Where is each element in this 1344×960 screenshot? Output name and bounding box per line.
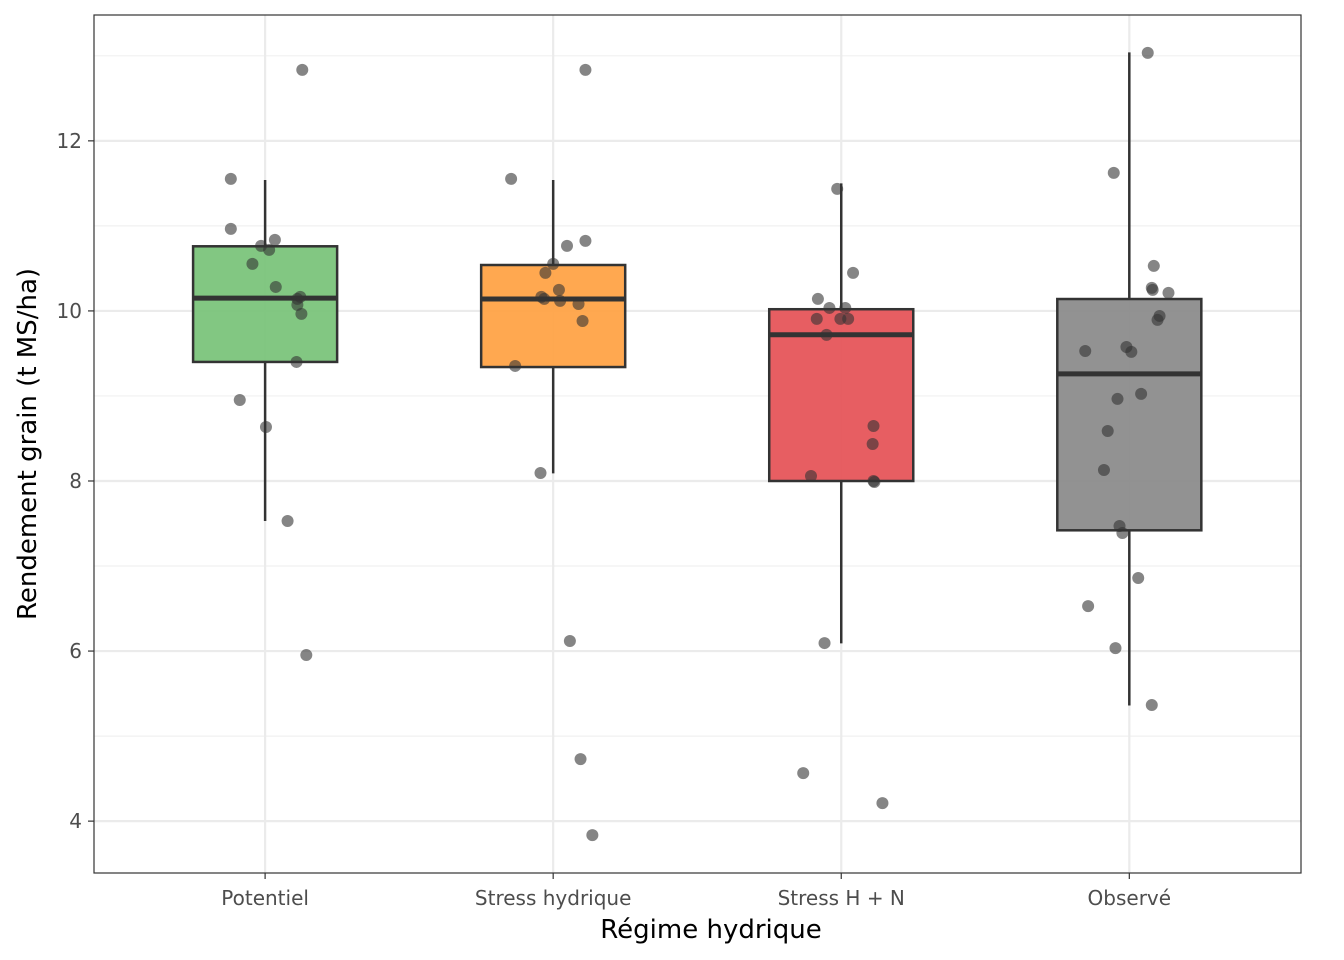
data-point [561, 239, 574, 252]
data-point [1135, 387, 1148, 400]
data-point [1147, 259, 1160, 272]
data-point [1101, 424, 1114, 437]
data-point [268, 233, 281, 246]
data-point [295, 307, 308, 320]
data-point [1132, 572, 1145, 585]
jitter-points [224, 46, 1175, 842]
data-point [281, 515, 294, 528]
data-point [290, 355, 303, 368]
data-point [224, 222, 237, 235]
plot-panel-border [93, 14, 1302, 874]
data-point [246, 257, 259, 270]
data-point [867, 419, 880, 432]
y-tick-label: 6 [69, 639, 82, 663]
data-point [574, 753, 587, 766]
data-point [579, 63, 592, 76]
data-point [296, 63, 309, 76]
data-point [552, 283, 565, 296]
data-point [291, 298, 304, 311]
data-point [1151, 313, 1164, 326]
data-point [1109, 642, 1122, 655]
data-point [831, 182, 844, 195]
boxes [191, 52, 1203, 706]
data-point [1107, 166, 1120, 179]
data-point [847, 266, 860, 279]
y-tick-label: 4 [69, 809, 82, 833]
data-point [866, 438, 879, 450]
data-point [579, 234, 592, 247]
data-point [539, 266, 552, 279]
data-point [538, 292, 551, 305]
data-point [269, 280, 282, 293]
data-point [1111, 392, 1124, 405]
data-point [1125, 345, 1138, 358]
data-point [1146, 283, 1159, 296]
data-point [804, 469, 817, 482]
x-tick-label: Stress H + N [778, 886, 905, 910]
data-point [505, 172, 518, 185]
data-point [224, 172, 237, 185]
data-point [842, 312, 855, 325]
data-point [839, 301, 852, 314]
data-point [259, 420, 272, 433]
axis-ticks: 4 6 8 10 12 Potentiel Stress hydrique Stress H … [57, 129, 1172, 910]
data-point [509, 359, 522, 372]
data-point [1082, 600, 1095, 613]
box [479, 263, 627, 369]
x-tick-label: Potentiel [221, 886, 309, 910]
box [191, 245, 339, 364]
y-tick-label: 8 [69, 469, 82, 493]
data-point [1141, 46, 1154, 59]
data-point [263, 243, 276, 256]
x-tick-label: Stress hydrique [475, 886, 631, 910]
data-point [233, 393, 246, 406]
data-point [820, 328, 833, 341]
data-point [810, 312, 823, 325]
data-point [547, 257, 560, 270]
data-point [1145, 699, 1158, 712]
box [767, 307, 915, 483]
x-tick-label: Observé [1088, 886, 1172, 910]
data-point [868, 476, 881, 489]
data-point [1116, 527, 1129, 540]
data-point [534, 466, 547, 479]
data-point [586, 829, 599, 842]
data-point [811, 292, 824, 305]
data-point [1079, 344, 1092, 357]
data-point [300, 649, 313, 662]
data-point [797, 767, 810, 780]
data-point [1162, 286, 1175, 299]
data-point [818, 637, 831, 650]
data-point [876, 797, 889, 810]
data-point [563, 635, 576, 648]
data-point [823, 301, 836, 314]
data-point [572, 297, 585, 310]
y-axis-title: Rendement grain (t MS/ha) [13, 268, 43, 620]
box [1056, 297, 1203, 532]
data-point [576, 314, 589, 327]
x-axis-title: Régime hydrique [600, 915, 821, 945]
data-point [1097, 464, 1110, 477]
y-tick-label: 12 [57, 129, 82, 153]
y-tick-label: 10 [57, 299, 82, 323]
data-point [554, 294, 567, 307]
